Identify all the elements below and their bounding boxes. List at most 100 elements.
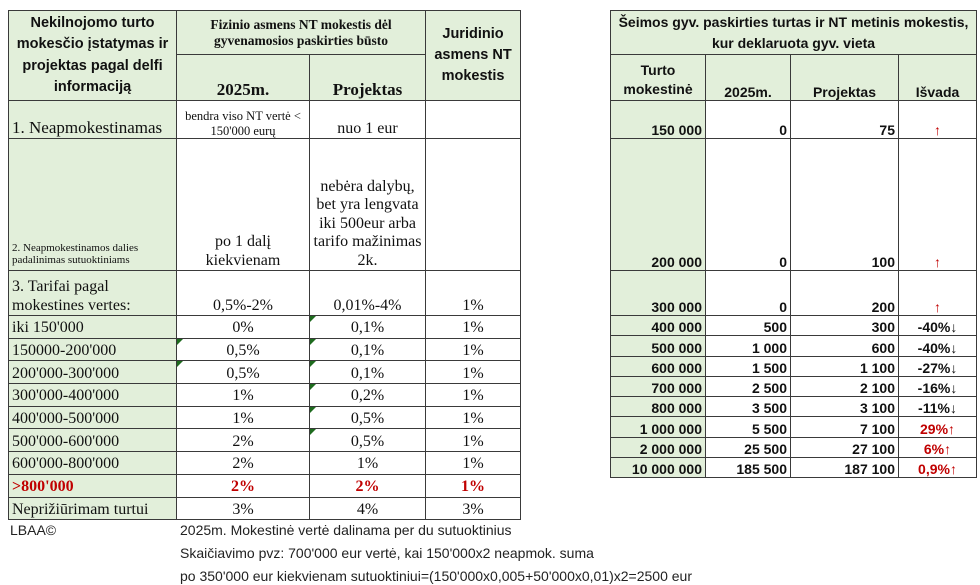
cell-indicator-icon: [177, 338, 183, 345]
cell-2025: 3%: [176, 496, 310, 521]
cell-project: 300: [790, 314, 899, 337]
cell-property-value: 700 000: [610, 375, 706, 398]
table-row: 200 000 0 100 ↑: [610, 138, 978, 271]
row-label: iki 150'000: [8, 315, 177, 339]
cell-2025: 0,5%: [176, 337, 310, 362]
cell-2025: 1%: [176, 405, 310, 430]
cell-2025: 5 500: [705, 416, 791, 438]
cell-2025: 3 500: [705, 396, 791, 418]
header-project: Projektas: [308, 54, 427, 101]
table-row: 500 000 1 000 600 -40%↓: [610, 335, 978, 357]
cell-legal: 1%: [425, 451, 522, 475]
table-row: 2 000 000 25 500 27 100 6%↑: [610, 436, 978, 459]
cell-project: 200: [790, 270, 899, 316]
row-label: Neprižiūrimam turtui: [8, 496, 177, 521]
cell-conclusion: -27%↓: [897, 355, 978, 377]
header-project: Projektas: [790, 54, 899, 101]
header-conclusion: Išvada: [897, 54, 978, 101]
cell-legal: [425, 100, 522, 139]
cell-property-value: 200 000: [610, 138, 706, 271]
cell-project: nuo 1 eur: [308, 100, 427, 139]
cell-property-value: 10 000 000: [610, 457, 706, 479]
cell-indicator-icon: [310, 406, 316, 413]
cell-conclusion: -40%↓: [897, 314, 978, 337]
cell-project: 0,5%: [308, 428, 427, 453]
cell-legal: 3%: [425, 496, 522, 521]
table-row: Neprižiūrimam turtui 3% 4% 3%: [8, 496, 522, 521]
cell-conclusion: ↑: [897, 100, 978, 139]
table-row: 700 000 2 500 2 100 -16%↓: [610, 375, 978, 398]
table-row: 400 000 500 300 -40%↓: [610, 314, 978, 337]
cell-indicator-icon: [310, 338, 316, 345]
header-legal-entity-tax: Juridinio asmens NT mokestis: [425, 10, 522, 101]
row-label: 300'000-400'000: [8, 383, 177, 407]
header-individual-tax: Fizinio asmens NT mokestis dėl gyvenamos…: [175, 10, 427, 55]
header-title: Šeimos gyv. paskirties turtas ir NT meti…: [609, 10, 978, 55]
cell-2025: 0: [705, 138, 791, 271]
cell-project: 1 100: [790, 355, 899, 377]
table-row: 400'000-500'000 1% 0,5% 1%: [8, 405, 522, 430]
cell-project: 600: [790, 335, 899, 357]
table-row: 300 000 0 200 ↑: [610, 270, 978, 316]
table-row: >800'000 2% 2% 1%: [8, 473, 522, 498]
cell-2025: 1%: [176, 383, 310, 407]
cell-legal: 1%: [425, 473, 522, 498]
cell-2025: 185 500: [705, 457, 791, 479]
table-row: 300'000-400'000 1% 0,2% 1%: [8, 383, 522, 407]
cell-indicator-icon: [177, 361, 183, 368]
cell-indicator-icon: [310, 384, 316, 391]
cell-legal: 1%: [425, 360, 522, 385]
cell-project: 2%: [308, 473, 427, 498]
cell-2025: 2 500: [705, 375, 791, 398]
cell-legal: 1%: [425, 405, 522, 430]
cell-project: 100: [790, 138, 899, 271]
row-label: 500'000-600'000: [8, 428, 177, 453]
cell-conclusion: -11%↓: [897, 396, 978, 418]
cell-property-value: 300 000: [610, 270, 706, 316]
cell-conclusion: ↑: [897, 138, 978, 271]
cell-2025: 0,5%-2%: [176, 270, 310, 316]
row-label: 1. Neapmokestinamas: [8, 100, 177, 139]
cell-project: 0,2%: [308, 383, 427, 407]
cell-2025: 1 000: [705, 335, 791, 357]
cell-legal: 1%: [425, 428, 522, 453]
row-label: 600'000-800'000: [8, 451, 177, 475]
row-label: 200'000-300'000: [8, 360, 177, 385]
footnote-3: po 350'000 eur kiekvienam sutuoktiniui=(…: [180, 568, 693, 584]
cell-project: 0,5%: [308, 405, 427, 430]
copyright: LBAA©: [10, 522, 57, 538]
table-row: 200'000-300'000 0,5% 0,1% 1%: [8, 360, 522, 385]
cell-2025: 25 500: [705, 436, 791, 459]
row-label: 2. Neapmokestinamos dalies padalinimas s…: [8, 138, 177, 271]
row-label: >800'000: [8, 473, 177, 498]
cell-project: 0,1%: [308, 360, 427, 385]
header-property-value: Turto mokestinė: [610, 54, 706, 101]
table-row: 800 000 3 500 3 100 -11%↓: [610, 396, 978, 418]
header-2025: 2025m.: [705, 54, 791, 101]
cell-property-value: 800 000: [610, 396, 706, 418]
cell-project: nebėra dalybų, bet yra lengvata iki 500e…: [308, 138, 427, 271]
cell-conclusion: 29%↑: [897, 416, 978, 438]
table-row: 1. Neapmokestinamas bendra viso NT vertė…: [8, 100, 522, 139]
cell-2025: 500: [705, 314, 791, 337]
cell-project: 4%: [308, 496, 427, 521]
cell-2025: 1 500: [705, 355, 791, 377]
table-row: 600 000 1 500 1 100 -27%↓: [610, 355, 978, 377]
row-label: 400'000-500'000: [8, 405, 177, 430]
cell-2025: 0: [705, 100, 791, 139]
cell-legal: 1%: [425, 383, 522, 407]
cell-project: 2 100: [790, 375, 899, 398]
cell-legal: 1%: [425, 270, 522, 316]
cell-2025: 0: [705, 270, 791, 316]
cell-indicator-icon: [310, 361, 316, 368]
row-label: 150000-200'000: [8, 337, 177, 362]
cell-conclusion: -40%↓: [897, 335, 978, 357]
row-label: 3. Tarifai pagal mokestines vertes:: [8, 270, 177, 316]
table-row: 150 000 0 75 ↑: [610, 100, 978, 139]
cell-conclusion: -16%↓: [897, 375, 978, 398]
cell-project: 3 100: [790, 396, 899, 418]
cell-2025: 2%: [176, 473, 310, 498]
header-law: Nekilnojomo turto mokesčio įstatymas ir …: [8, 10, 177, 101]
cell-project: 7 100: [790, 416, 899, 438]
cell-property-value: 2 000 000: [610, 436, 706, 459]
